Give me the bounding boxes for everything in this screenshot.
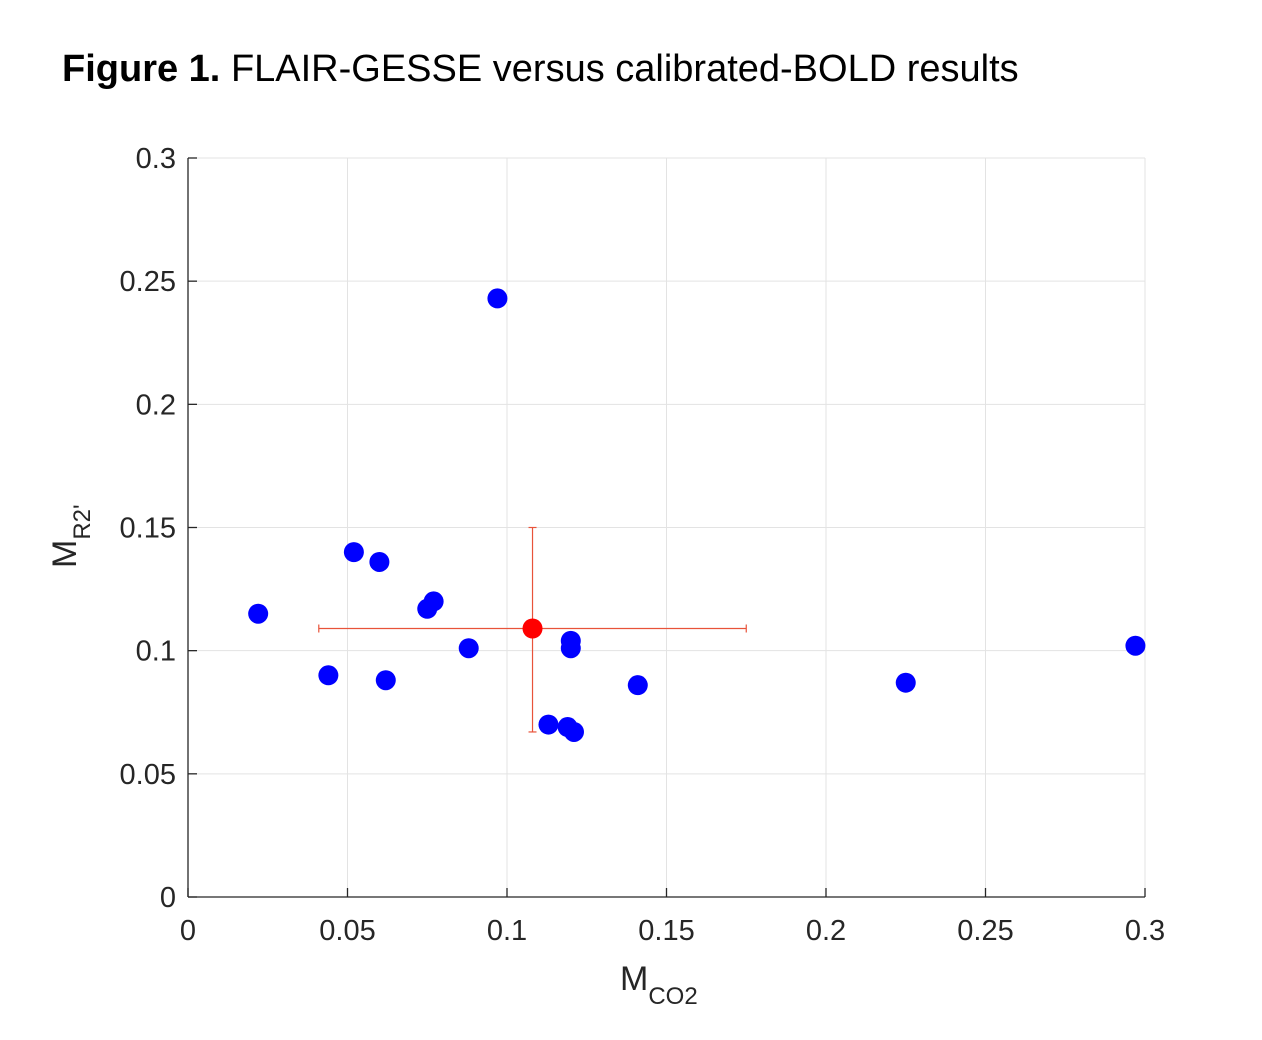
y-axis-label-sub: R2' — [69, 504, 96, 539]
y-axis-label: MR2' — [46, 504, 96, 568]
axes — [187, 157, 1146, 898]
x-axis-label-sub: CO2 — [648, 983, 697, 1010]
y-tick-label: 0.3 — [136, 143, 176, 175]
x-tick-label: 0.25 — [957, 915, 1013, 947]
data-point — [423, 591, 444, 612]
data-point — [560, 630, 581, 651]
tick-labels: 0 0.05 0.1 0.15 0.2 0.25 0.3 0 0.05 0.1 0.15 0.2 0.2… — [120, 143, 1166, 947]
y-tick-label: 0.15 — [120, 513, 176, 545]
x-tick-label: 0.15 — [638, 915, 694, 947]
data-point — [458, 638, 479, 659]
y-tick-label: 0.05 — [120, 759, 176, 791]
y-tick-label: 0 — [160, 882, 176, 914]
data-point — [318, 665, 339, 686]
y-tick-label: 0.25 — [120, 266, 176, 298]
data-points — [248, 288, 1146, 742]
data-point — [1125, 635, 1146, 656]
data-point — [563, 721, 584, 742]
data-point — [369, 551, 390, 572]
data-point — [538, 714, 559, 735]
y-axis-label-main: M — [46, 540, 84, 568]
data-point — [343, 542, 364, 563]
data-point — [895, 672, 916, 693]
x-tick-label: 0.3 — [1125, 915, 1165, 947]
x-tick-label: 0.2 — [806, 915, 846, 947]
mean-point — [522, 618, 543, 639]
y-tick-label: 0.1 — [136, 636, 176, 668]
data-point — [375, 670, 396, 691]
x-tick-label: 0.1 — [487, 915, 527, 947]
x-axis-label: MCO2 — [620, 960, 698, 1010]
data-point — [248, 603, 269, 624]
x-tick-label: 0.05 — [319, 915, 375, 947]
data-point — [487, 288, 508, 309]
figure-caption: FLAIR-GESSE versus calibrated-BOLD resul… — [230, 48, 1019, 90]
y-tick-label: 0.2 — [136, 389, 176, 421]
x-tick-label: 0 — [180, 915, 196, 947]
data-point — [627, 675, 648, 696]
x-axis-label-main: M — [620, 960, 648, 998]
figure-label: Figure 1. — [62, 48, 221, 90]
figure-title: Figure 1. FLAIR-GESSE versus calibrated-… — [62, 48, 1019, 91]
